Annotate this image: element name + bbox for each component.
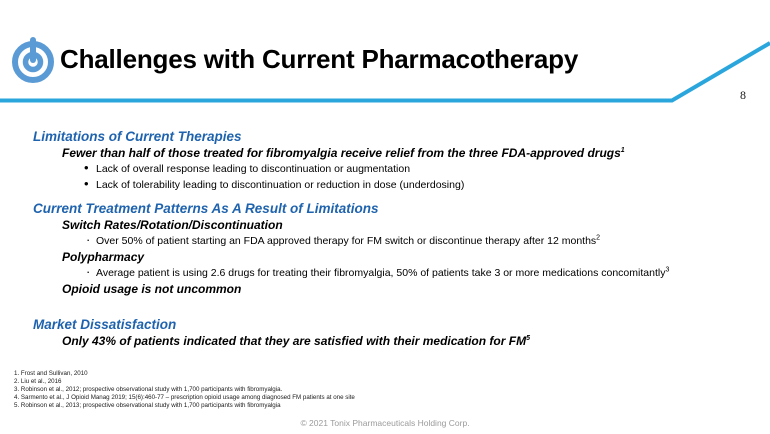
footnote-line: 4. Sarmento et al., J Opioid Manag 2019;…	[14, 394, 355, 402]
section-heading: Limitations of Current Therapies	[33, 129, 242, 144]
footnote-reference: 5	[526, 335, 530, 342]
section-heading: Current Treatment Patterns As A Result o…	[33, 201, 379, 216]
footnote-line: 1. Frost and Sullivan, 2010	[14, 370, 88, 377]
footnote-line: 2. Liu et al., 2016	[14, 378, 62, 386]
item-text: Lack of tolerability leading to disconti…	[96, 179, 465, 191]
item-text: Lack of overall response leading to disc…	[96, 163, 411, 175]
sub-heading: Switch Rates/Rotation/Discontinuation	[0, 217, 770, 233]
bullet-glyph-icon: •	[84, 176, 89, 191]
item-text: Only 43% of patients indicated that they…	[62, 334, 527, 348]
item-text: Over 50% of patient starting an FDA appr…	[96, 235, 597, 247]
footnote-line: 5. Robinson et al., 2013; prospective ob…	[14, 402, 281, 410]
content-section: Current Treatment Patterns As A Result o…	[0, 200, 770, 297]
sub-heading: Only 43% of patients indicated that they…	[0, 333, 770, 349]
bullet-item: · Over 50% of patient starting an FDA app…	[0, 232, 770, 249]
page-number: 8	[740, 88, 746, 102]
item-text: Opioid usage is not uncommon	[62, 282, 242, 296]
tonix-power-circle-logo-icon	[10, 33, 56, 83]
item-text: Fewer than half of those treated for fib…	[62, 146, 621, 160]
sub-heading: Fewer than half of those treated for fib…	[0, 145, 770, 161]
slide-content: Limitations of Current Therapies Fewer th…	[0, 104, 770, 362]
content-section: Market Dissatisfaction Only 43% of patien…	[0, 316, 770, 349]
copyright-notice: © 2021 Tonix Pharmaceuticals Holding Cor…	[300, 418, 470, 428]
slide-header: Challenges with Current Pharmacotherapy …	[0, 0, 770, 104]
content-section: Limitations of Current Therapies Fewer th…	[0, 128, 770, 193]
section-heading: Market Dissatisfaction	[33, 317, 177, 332]
item-text: Switch Rates/Rotation/Discontinuation	[62, 218, 283, 232]
bullet-item: · Average patient is using 2.6 drugs for …	[0, 264, 770, 281]
item-text: Average patient is using 2.6 drugs for t…	[96, 267, 666, 279]
footnote-reference: 2	[596, 234, 601, 242]
bullet-glyph-icon: ·	[86, 264, 91, 279]
footnote-line: 3. Robinson et al., 2012; prospective ob…	[14, 386, 283, 394]
bullet-item: • Lack of overall response leading to dis…	[0, 160, 770, 177]
bullet-glyph-icon: ·	[86, 232, 91, 247]
footnote-reference: 3	[665, 266, 670, 274]
footnotes-list: 1. Frost and Sullivan, 2010 2. Liu et al.…	[14, 370, 634, 410]
sub-heading: Polypharmacy	[0, 249, 770, 265]
item-text: Polypharmacy	[62, 250, 145, 264]
page-title: Challenges with Current Pharmacotherapy	[60, 44, 579, 74]
bullet-glyph-icon: •	[84, 160, 89, 175]
sub-heading: Opioid usage is not uncommon	[0, 281, 770, 297]
bullet-item: • Lack of tolerability leading to discont…	[0, 176, 770, 193]
footnote-reference: 1	[620, 147, 625, 154]
